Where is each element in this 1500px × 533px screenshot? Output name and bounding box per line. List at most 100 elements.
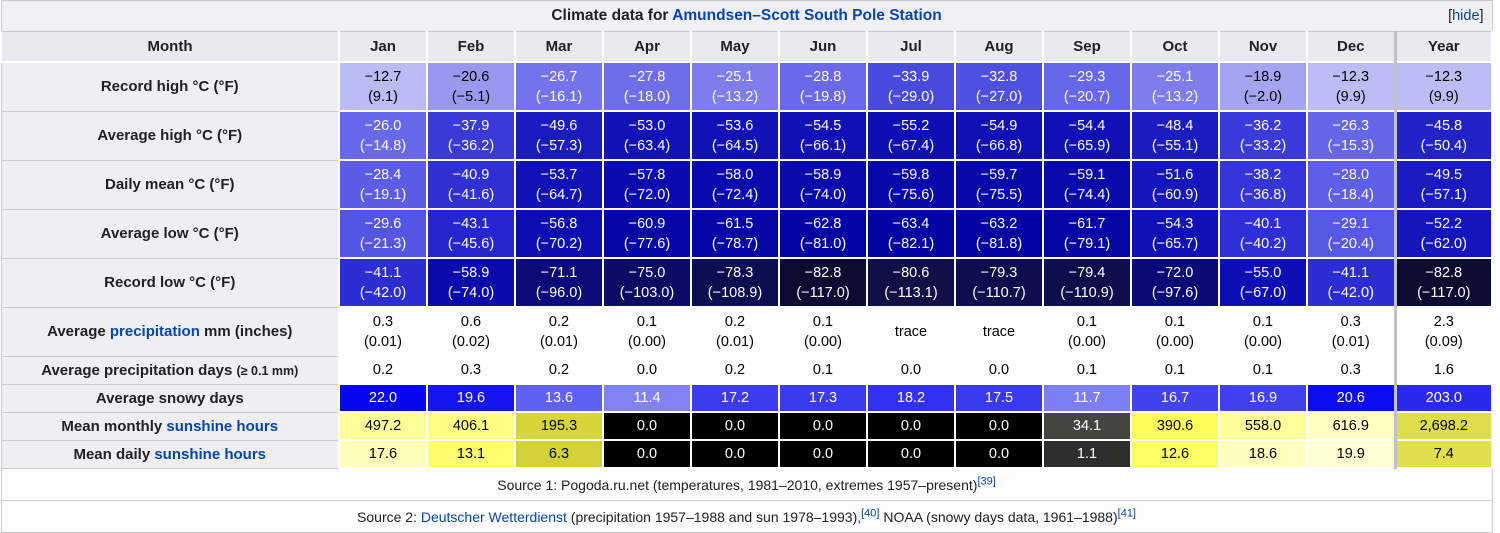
cell-average-snowy-days-dec: 20.6 [1306, 383, 1396, 413]
row-label-average-precipitation-link-1[interactable]: precipitation [109, 323, 200, 340]
hide-button[interactable]: hide [1452, 8, 1480, 24]
bracket-open: [ [1448, 8, 1453, 24]
source-2-row: Source 2: Deutscher Wetterdienst (precip… [0, 500, 1493, 533]
cell-mean-monthly-sunshine-hours-jan: 497.2 [338, 411, 428, 441]
column-header-jun: Jun [778, 31, 868, 63]
source-2-ref-5[interactable]: [41] [1117, 506, 1136, 519]
cell-average-high-year: −45.8 (−50.4) [1393, 110, 1494, 161]
row-label-record-high: Record high °C (°F) [0, 61, 340, 112]
cell-daily-mean-apr: −57.8 (−72.0) [602, 159, 692, 210]
cell-record-low-aug: −79.3 (−110.7) [954, 257, 1044, 308]
row-label-daily-mean: Daily mean °C (°F) [0, 159, 340, 210]
cell-daily-mean-nov: −38.2 (−36.8) [1218, 159, 1308, 210]
cell-daily-mean-jan: −28.4 (−19.1) [338, 159, 428, 210]
cell-average-precipitation-jul: trace [866, 306, 956, 357]
source-1-row: Source 1: Pogoda.ru.net (temperatures, 1… [0, 467, 1493, 501]
cell-mean-daily-sunshine-hours-jun: 0.0 [778, 439, 868, 469]
cell-daily-mean-oct: −51.6 (−60.9) [1130, 159, 1220, 210]
collapse-control: [hide] [1448, 8, 1483, 24]
cell-record-low-sep: −79.4 (−110.9) [1042, 257, 1132, 308]
cell-record-high-year: −12.3 (9.9) [1393, 61, 1494, 112]
cell-average-precipitation-aug: trace [954, 306, 1044, 357]
cell-average-snowy-days-jul: 18.2 [866, 383, 956, 413]
source-1-ref-1[interactable]: [39] [977, 474, 996, 487]
cell-average-low-may: −61.5 (−78.7) [690, 208, 780, 259]
row-label-mean-monthly-sunshine-hours-link-1[interactable]: sunshine hours [166, 417, 279, 435]
row-label-mean-daily-sunshine-hours-text-0: Mean daily [73, 445, 155, 463]
cell-record-high-oct: −25.1 (−13.2) [1130, 61, 1220, 112]
cell-record-high-may: −25.1 (−13.2) [690, 61, 780, 112]
cell-mean-monthly-sunshine-hours-mar: 195.3 [514, 411, 604, 441]
cell-daily-mean-jul: −59.8 (−75.6) [866, 159, 956, 210]
cell-daily-mean-dec: −28.0 (−18.4) [1306, 159, 1396, 210]
row-average-snowy-days: Average snowy days 22.0 19.6 13.6 11.4 17.2 17… [0, 383, 1494, 413]
cell-average-snowy-days-may: 17.2 [690, 383, 780, 413]
cell-average-low-nov: −40.1 (−40.2) [1218, 208, 1308, 259]
cell-record-high-aug: −32.8 (−27.0) [954, 61, 1044, 112]
cell-average-precipitation-jan: 0.3 (0.01) [338, 306, 428, 357]
cell-mean-monthly-sunshine-hours-may: 0.0 [690, 411, 780, 441]
column-header-aug: Aug [954, 31, 1044, 63]
cell-average-precipitation-may: 0.2 (0.01) [690, 306, 780, 357]
row-label-average-low: Average low °C (°F) [0, 208, 340, 259]
row-mean-monthly-sunshine-hours: Mean monthly sunshine hours 497.2 406.1 195… [0, 411, 1494, 441]
cell-record-high-mar: −26.7 (−16.1) [514, 61, 604, 112]
cell-record-low-year: −82.8 (−117.0) [1393, 257, 1494, 308]
cell-average-precipitation-apr: 0.1 (0.00) [602, 306, 692, 357]
source-2-link-1[interactable]: Deutscher Wetterdienst [420, 508, 567, 525]
cell-daily-mean-feb: −40.9 (−41.6) [426, 159, 516, 210]
cell-average-precipitation-days-jan: 0.2 [338, 355, 428, 385]
cell-record-low-nov: −55.0 (−67.0) [1218, 257, 1308, 308]
cell-average-precipitation-days-feb: 0.3 [426, 355, 516, 385]
cell-mean-daily-sunshine-hours-oct: 12.6 [1130, 439, 1220, 469]
cell-average-precipitation-days-jul: 0.0 [866, 355, 956, 385]
cell-average-precipitation-feb: 0.6 (0.02) [426, 306, 516, 357]
cell-average-precipitation-year: 2.3 (0.09) [1393, 306, 1494, 357]
source-2-ref-3[interactable]: [40] [861, 506, 880, 519]
cell-average-low-jun: −62.8 (−81.0) [778, 208, 868, 259]
cell-average-high-jun: −54.5 (−66.1) [778, 110, 868, 161]
cell-mean-monthly-sunshine-hours-apr: 0.0 [602, 411, 692, 441]
cell-record-high-jun: −28.8 (−19.8) [778, 61, 868, 112]
cell-average-snowy-days-sep: 11.7 [1042, 383, 1132, 413]
row-label-daily-mean-text-0: Daily mean °C (°F) [104, 176, 235, 193]
cell-daily-mean-jun: −58.9 (−74.0) [778, 159, 868, 210]
cell-mean-monthly-sunshine-hours-aug: 0.0 [954, 411, 1044, 441]
cell-average-precipitation-days-aug: 0.0 [954, 355, 1044, 385]
row-label-mean-daily-sunshine-hours-link-1[interactable]: sunshine hours [154, 445, 267, 463]
cell-daily-mean-mar: −53.7 (−64.7) [514, 159, 604, 210]
cell-average-high-jan: −26.0 (−14.8) [338, 110, 428, 161]
cell-average-snowy-days-jun: 17.3 [778, 383, 868, 413]
title-prefix: Climate data for [551, 7, 673, 24]
table-title: Climate data for Amundsen–Scott South Po… [0, 0, 1493, 32]
column-header-nov: Nov [1218, 31, 1308, 63]
cell-mean-monthly-sunshine-hours-nov: 558.0 [1218, 411, 1308, 441]
row-mean-daily-sunshine-hours: Mean daily sunshine hours 17.6 13.1 6.3 0.0 0… [0, 439, 1494, 469]
cell-record-low-oct: −72.0 (−97.6) [1130, 257, 1220, 308]
column-header-apr: Apr [602, 31, 692, 63]
cell-average-precipitation-mar: 0.2 (0.01) [514, 306, 604, 357]
row-label-average-low-text-0: Average low °C (°F) [100, 225, 239, 242]
cell-average-precipitation-days-sep: 0.1 [1042, 355, 1132, 385]
cell-average-precipitation-jun: 0.1 (0.00) [778, 306, 868, 357]
cell-mean-daily-sunshine-hours-may: 0.0 [690, 439, 780, 469]
cell-mean-daily-sunshine-hours-nov: 18.6 [1218, 439, 1308, 469]
cell-daily-mean-year: −49.5 (−57.1) [1393, 159, 1494, 210]
cell-average-precipitation-days-oct: 0.1 [1130, 355, 1220, 385]
cell-mean-daily-sunshine-hours-aug: 0.0 [954, 439, 1044, 469]
column-header-mar: Mar [514, 31, 604, 63]
cell-mean-monthly-sunshine-hours-jun: 0.0 [778, 411, 868, 441]
cell-average-snowy-days-feb: 19.6 [426, 383, 516, 413]
cell-record-low-apr: −75.0 (−103.0) [602, 257, 692, 308]
cell-average-low-dec: −29.1 (−20.4) [1306, 208, 1396, 259]
source-2-text-4: NOAA (snowy days data, 1961–1988) [879, 508, 1118, 525]
source-2: Source 2: Deutscher Wetterdienst (precip… [0, 500, 1493, 533]
cell-mean-daily-sunshine-hours-dec: 19.9 [1306, 439, 1396, 469]
column-header-oct: Oct [1130, 31, 1220, 63]
row-label-mean-daily-sunshine-hours: Mean daily sunshine hours [0, 439, 340, 469]
station-link[interactable]: Amundsen–Scott South Pole Station [672, 7, 942, 24]
cell-average-precipitation-days-apr: 0.0 [602, 355, 692, 385]
cell-average-precipitation-dec: 0.3 (0.01) [1306, 306, 1396, 357]
cell-average-low-year: −52.2 (−62.0) [1393, 208, 1494, 259]
